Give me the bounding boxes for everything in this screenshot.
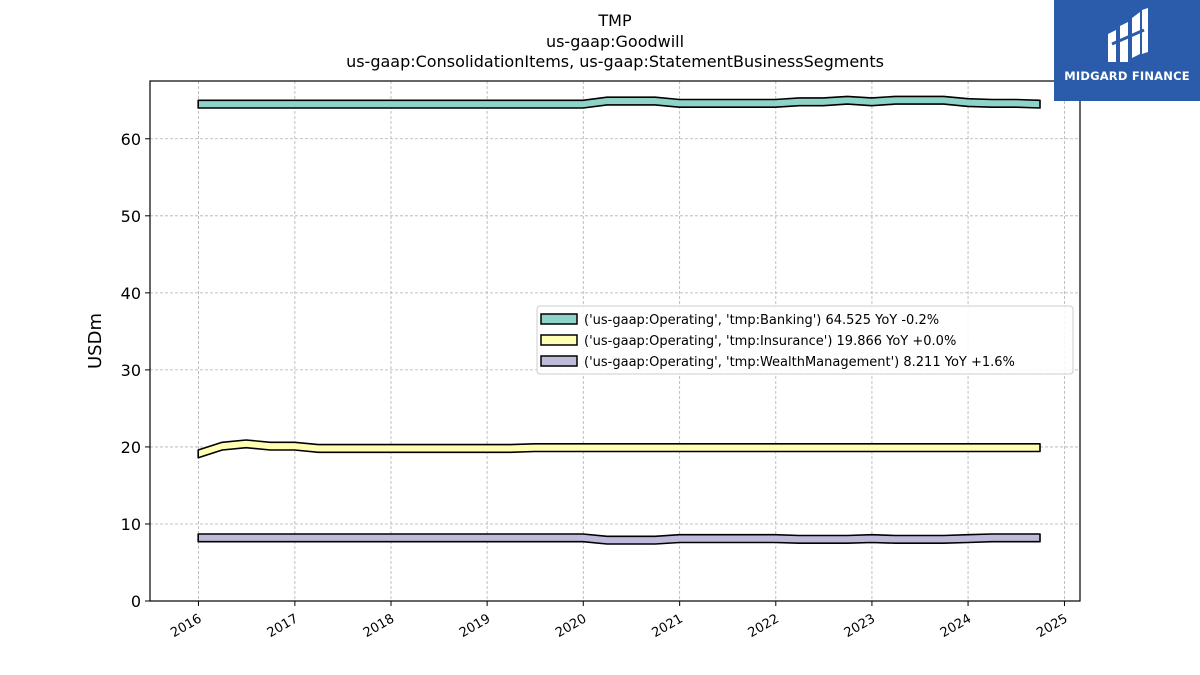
chart-title-line-1: TMP xyxy=(598,11,632,30)
y-tick-label: 0 xyxy=(131,592,141,611)
y-tick-label: 50 xyxy=(121,207,141,226)
x-tick-label: 2021 xyxy=(650,611,686,641)
legend-swatch-2 xyxy=(540,355,578,367)
legend-swatch-1 xyxy=(540,334,578,346)
plot-frame xyxy=(149,80,1081,602)
midgard-finance-logo: MIDGARD FINANCE xyxy=(1054,0,1200,101)
x-tick-label: 2022 xyxy=(746,611,782,641)
y-tick-label: 30 xyxy=(121,361,141,380)
legend-swatch-0 xyxy=(540,313,578,325)
x-tick-label: 2020 xyxy=(553,611,589,641)
series-band-2 xyxy=(197,533,1041,545)
x-tick-label: 2023 xyxy=(842,611,878,641)
y-tick-label: 40 xyxy=(121,284,141,303)
y-axis-label: USDm xyxy=(85,313,106,369)
legend-label-2: ('us-gaap:Operating', 'tmp:WealthManagem… xyxy=(584,355,1015,370)
x-tick-label: 2024 xyxy=(938,611,974,641)
legend-label-1: ('us-gaap:Operating', 'tmp:Insurance') 1… xyxy=(584,334,956,349)
chart-title-line-3: us-gaap:ConsolidationItems, us-gaap:Stat… xyxy=(346,52,884,71)
series-band-1 xyxy=(197,439,1041,459)
x-tick-label: 2017 xyxy=(265,611,301,641)
chart-title-line-2: us-gaap:Goodwill xyxy=(545,32,685,51)
x-tick-label: 2018 xyxy=(361,611,397,641)
x-tick-label: 2019 xyxy=(457,611,493,641)
legend-label-0: ('us-gaap:Operating', 'tmp:Banking') 64.… xyxy=(584,313,939,328)
y-tick-label: 60 xyxy=(121,130,141,149)
midgard-logo-icon xyxy=(1108,8,1148,62)
legend-box xyxy=(536,305,1074,375)
y-tick-label: 20 xyxy=(121,438,141,457)
x-tick-label: 2025 xyxy=(1034,611,1070,641)
x-tick-label: 2016 xyxy=(168,611,204,641)
y-tick-label: 10 xyxy=(121,515,141,534)
series-band-0 xyxy=(197,95,1041,109)
logo-text: MIDGARD FINANCE xyxy=(1064,69,1190,83)
